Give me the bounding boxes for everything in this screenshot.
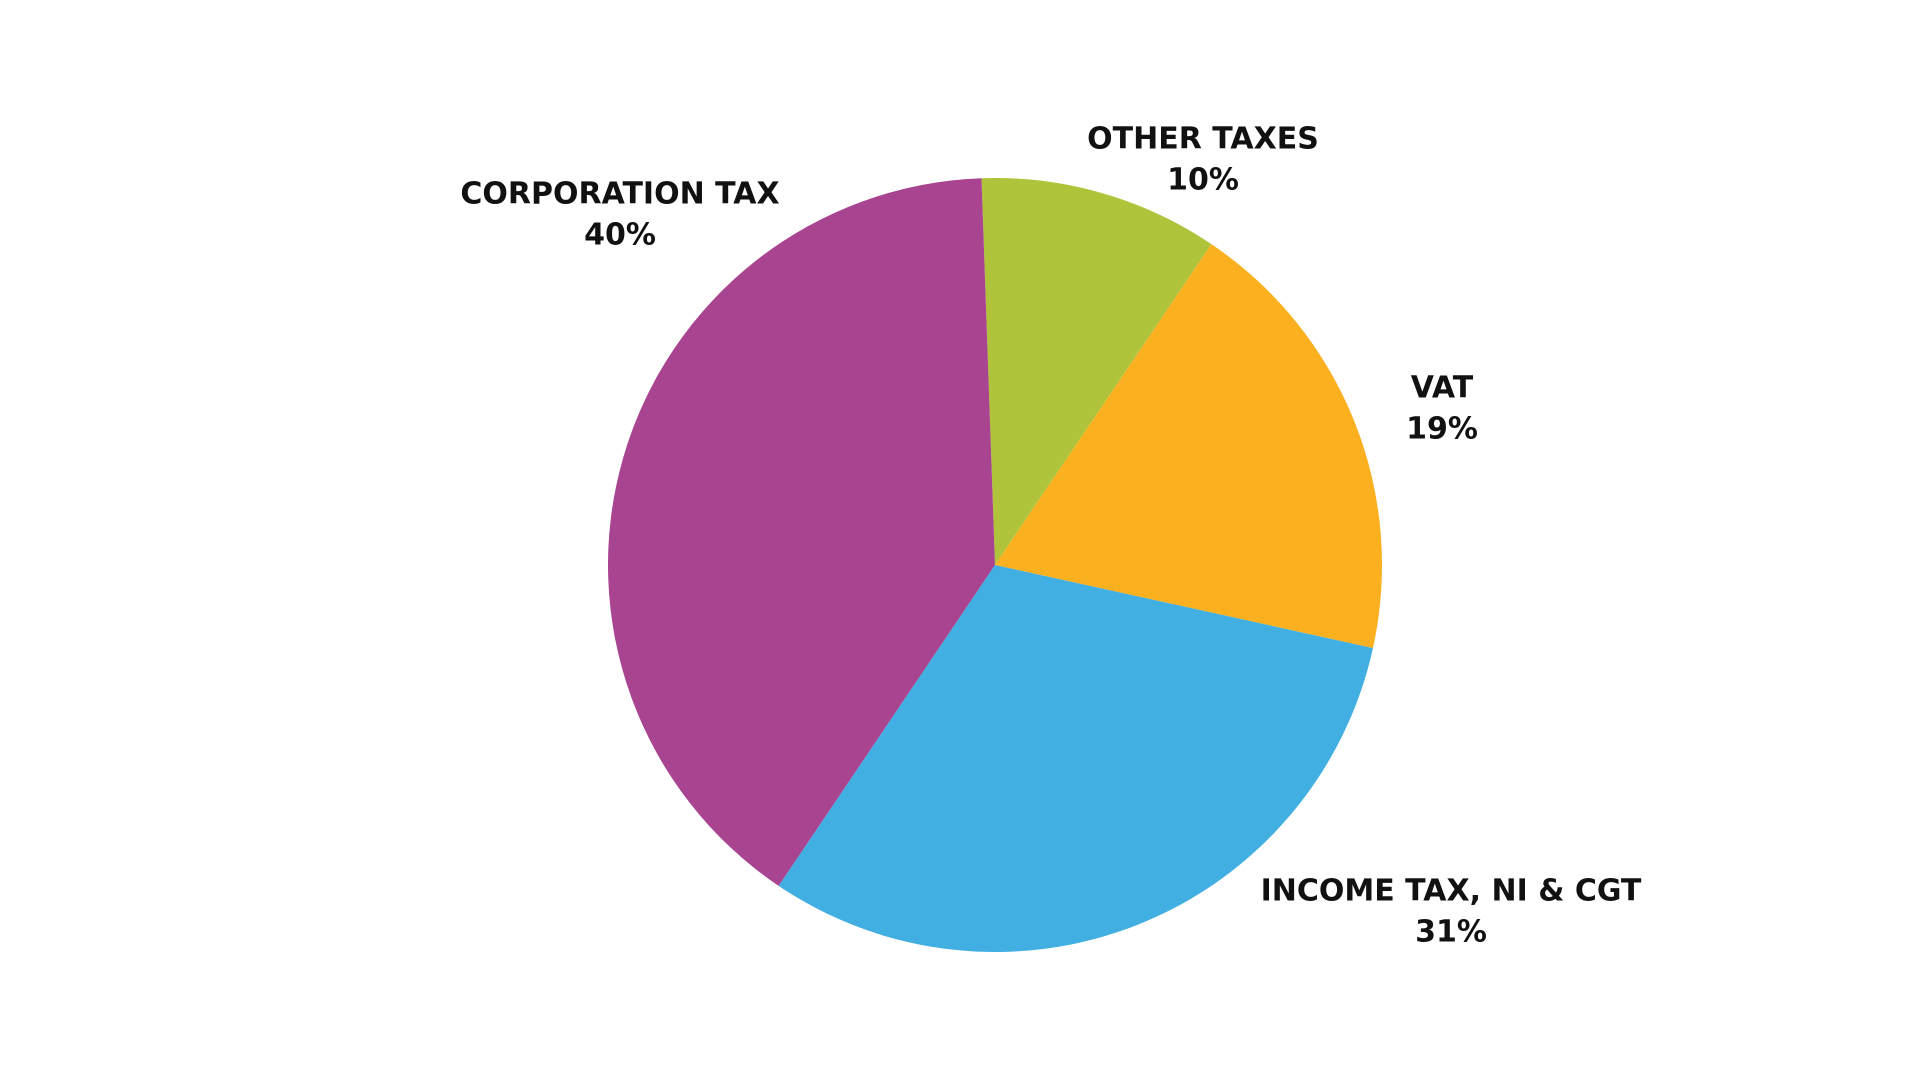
slice-value-label: 19% xyxy=(1406,412,1478,447)
slice-value-label: 10% xyxy=(1167,163,1239,198)
slice-label: OTHER TAXES xyxy=(1087,122,1319,157)
pie-slice xyxy=(981,177,1212,565)
pie-slice xyxy=(608,178,995,886)
slice-label: VAT xyxy=(1411,371,1474,406)
pie-slice xyxy=(778,565,1373,952)
slice-value-label: 31% xyxy=(1415,915,1487,950)
slice-label: CORPORATION TAX xyxy=(460,177,779,212)
slice-value-label: 40% xyxy=(584,218,656,253)
pie-slice xyxy=(995,244,1382,649)
slice-label: INCOME TAX, NI & CGT xyxy=(1261,874,1642,909)
